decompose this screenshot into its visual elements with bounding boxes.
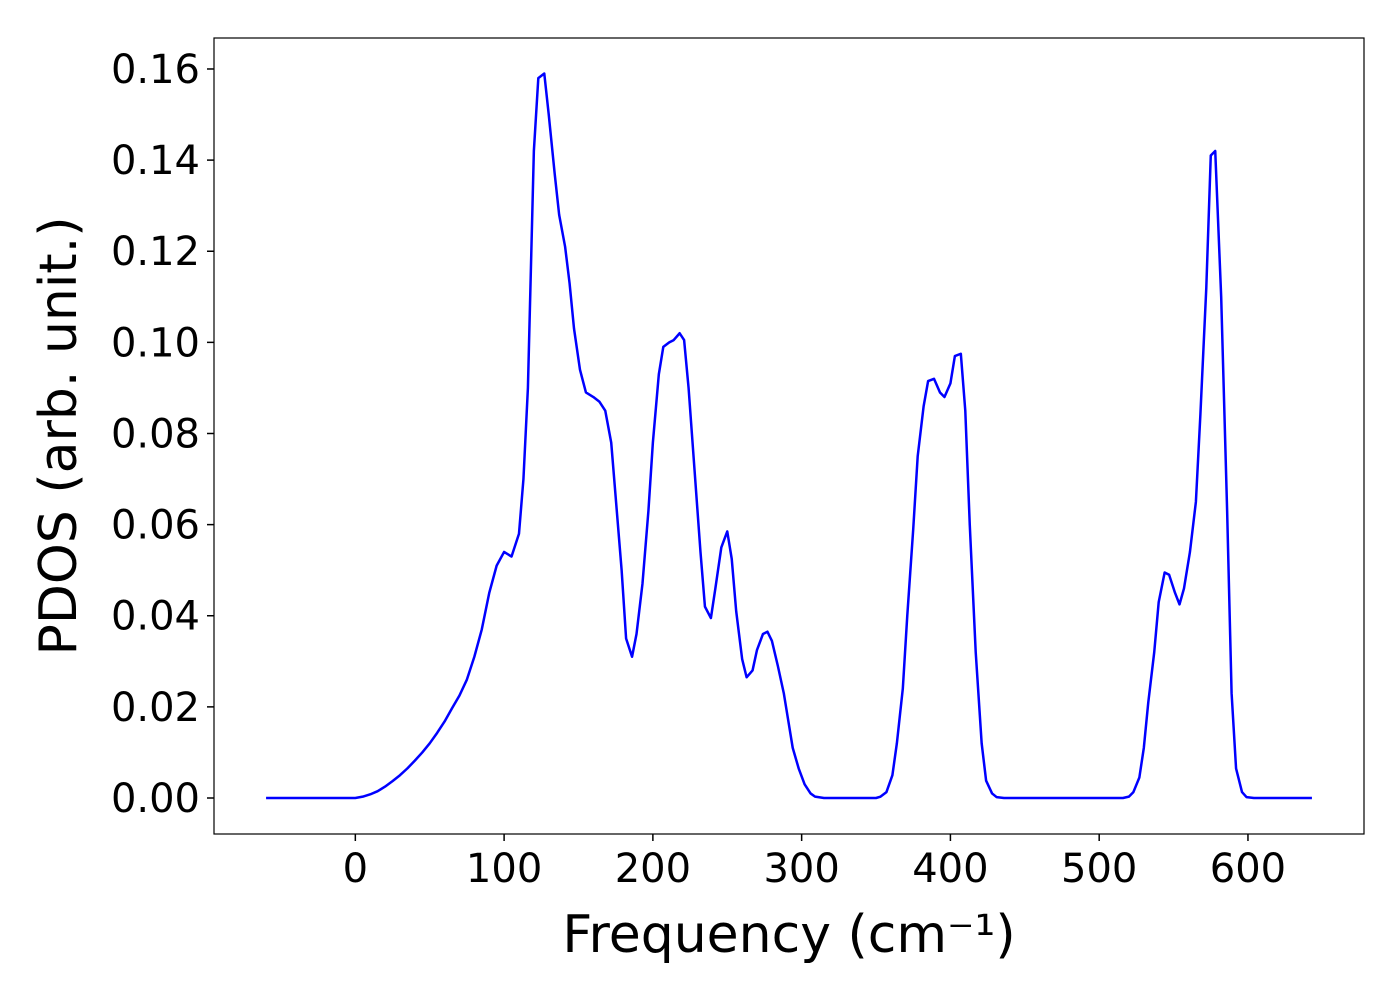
y-tick-label: 0.10 (111, 320, 200, 366)
x-tick-label: 400 (912, 846, 988, 892)
x-axis-label: Frequency (cm⁻¹) (562, 905, 1015, 965)
x-tick-label: 0 (343, 846, 368, 892)
x-tick-label: 500 (1061, 846, 1137, 892)
x-tick-label: 300 (763, 846, 839, 892)
x-tick-label: 100 (466, 846, 542, 892)
x-tick-label: 600 (1210, 846, 1286, 892)
y-tick-label: 0.14 (111, 138, 200, 184)
plot-frame (213, 37, 1365, 835)
data-line (266, 72, 1312, 800)
y-tick-label: 0.04 (111, 594, 200, 640)
y-tick-label: 0.08 (111, 411, 200, 457)
y-tick-label: 0.16 (111, 47, 200, 93)
y-tick-label: 0.06 (111, 503, 200, 549)
y-tick-label: 0.00 (111, 776, 200, 822)
y-tick-label: 0.02 (111, 685, 200, 731)
x-tick-label: 200 (615, 846, 691, 892)
y-axis-label: PDOS (arb. unit.) (29, 216, 89, 655)
y-tick-label: 0.12 (111, 229, 200, 275)
